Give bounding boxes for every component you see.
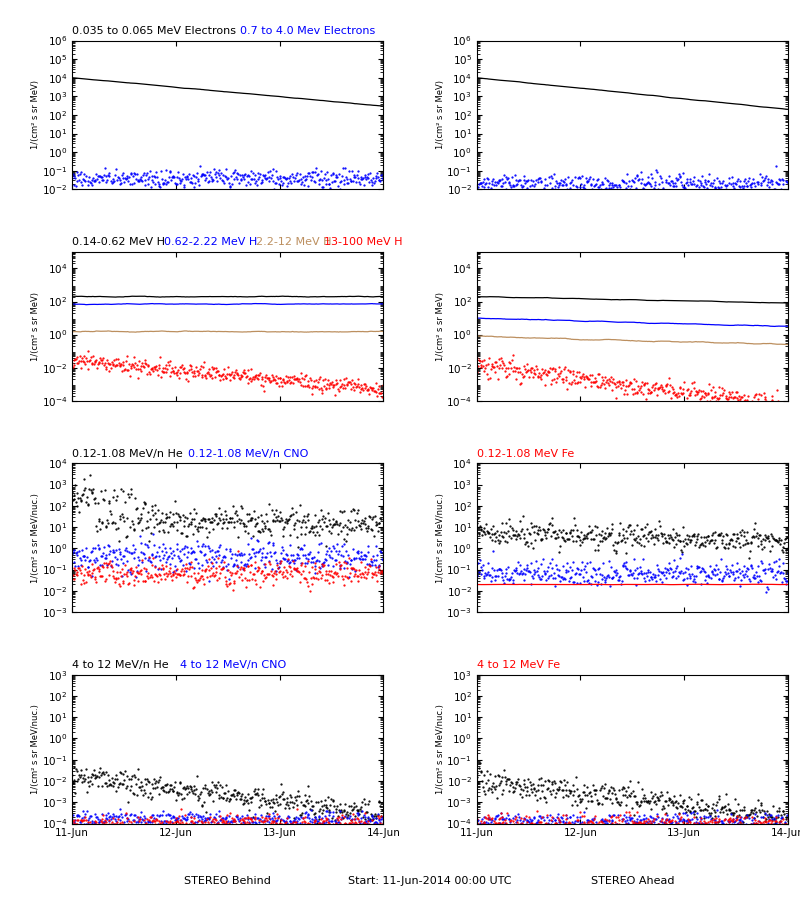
Y-axis label: 1/(cm² s sr MeV/nuc.): 1/(cm² s sr MeV/nuc.): [436, 493, 445, 582]
Text: 0.62-2.22 MeV H: 0.62-2.22 MeV H: [164, 238, 258, 248]
Text: 4 to 12 MeV/n He: 4 to 12 MeV/n He: [72, 660, 169, 670]
Text: Start: 11-Jun-2014 00:00 UTC: Start: 11-Jun-2014 00:00 UTC: [348, 877, 512, 886]
Y-axis label: 1/(cm² s sr MeV/nuc.): 1/(cm² s sr MeV/nuc.): [31, 493, 40, 582]
Text: 13-100 MeV H: 13-100 MeV H: [324, 238, 402, 248]
Y-axis label: 1/(cm² s sr MeV/nuc.): 1/(cm² s sr MeV/nuc.): [31, 704, 40, 794]
Text: STEREO Ahead: STEREO Ahead: [590, 877, 674, 886]
Text: 2.2-12 MeV H: 2.2-12 MeV H: [256, 238, 331, 248]
Text: 4 to 12 MeV/n CNO: 4 to 12 MeV/n CNO: [180, 660, 286, 670]
Text: 0.12-1.08 MeV Fe: 0.12-1.08 MeV Fe: [477, 449, 574, 459]
Text: 0.12-1.08 MeV/n CNO: 0.12-1.08 MeV/n CNO: [188, 449, 308, 459]
Y-axis label: 1/(cm² s sr MeV): 1/(cm² s sr MeV): [436, 80, 445, 149]
Y-axis label: 1/(cm² s sr MeV): 1/(cm² s sr MeV): [31, 80, 40, 149]
Text: 0.7 to 4.0 Mev Electrons: 0.7 to 4.0 Mev Electrons: [240, 26, 375, 36]
Text: 0.12-1.08 MeV/n He: 0.12-1.08 MeV/n He: [72, 449, 182, 459]
Y-axis label: 1/(cm² s sr MeV): 1/(cm² s sr MeV): [31, 292, 40, 361]
Text: 4 to 12 MeV Fe: 4 to 12 MeV Fe: [477, 660, 560, 670]
Text: 0.035 to 0.065 MeV Electrons: 0.035 to 0.065 MeV Electrons: [72, 26, 236, 36]
Y-axis label: 1/(cm² s sr MeV): 1/(cm² s sr MeV): [436, 292, 445, 361]
Y-axis label: 1/(cm² s sr MeV/nuc.): 1/(cm² s sr MeV/nuc.): [436, 704, 445, 794]
Text: STEREO Behind: STEREO Behind: [184, 877, 271, 886]
Text: 0.14-0.62 MeV H: 0.14-0.62 MeV H: [72, 238, 165, 248]
